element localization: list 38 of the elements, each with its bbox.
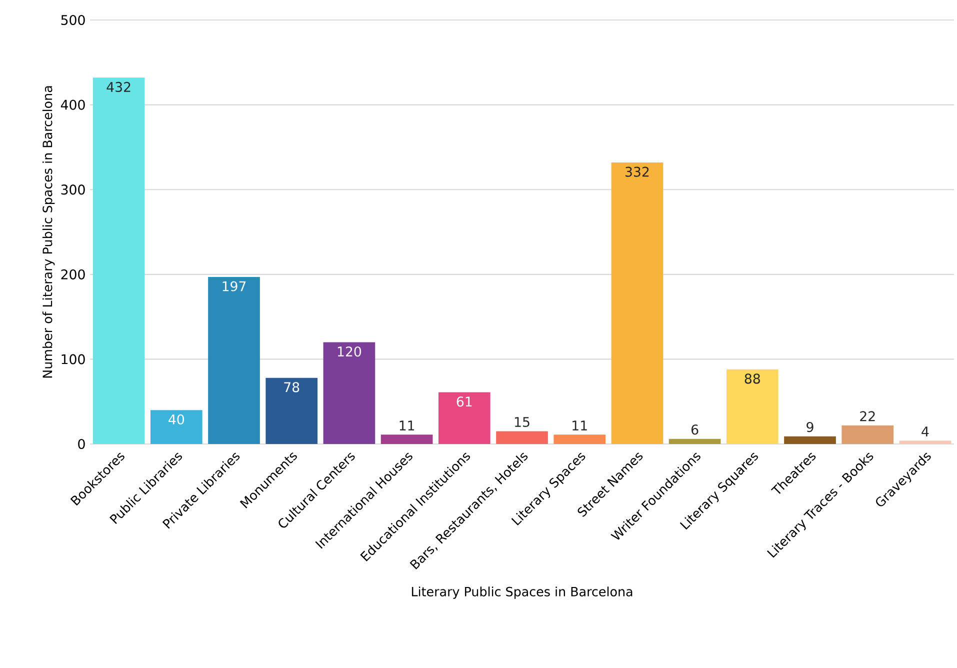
bar: [784, 436, 836, 444]
y-tick-label: 200: [61, 269, 85, 280]
data-label: 120: [338, 346, 362, 357]
data-label: 432: [106, 82, 130, 92]
data-label: 88: [744, 374, 760, 384]
bar: [323, 342, 376, 444]
y-tick-label: 0: [78, 438, 85, 450]
data-label: 15: [514, 417, 530, 428]
data-label: 197: [222, 281, 246, 292]
bar: [842, 425, 894, 444]
data-label: 11: [400, 420, 414, 430]
bar: [380, 434, 433, 444]
y-tick-label: 300: [61, 184, 85, 195]
bar: [668, 438, 721, 444]
bar: [150, 410, 202, 444]
bar: [266, 378, 318, 444]
y-tick-label: 500: [61, 14, 85, 26]
data-label: 78: [284, 382, 300, 392]
y-axis-title: Number of Literary Public Spaces in Barcelona: [42, 86, 55, 378]
bar: [899, 440, 952, 444]
y-tick-label: 400: [60, 100, 85, 110]
data-label: 332: [626, 166, 649, 177]
bar: [92, 78, 145, 444]
data-label: 9: [806, 422, 814, 432]
bar: [438, 392, 490, 444]
bar: [611, 162, 664, 444]
data-label: 40: [168, 414, 184, 424]
x-axis-title: Literary Public Spaces in Barcelona: [412, 586, 632, 599]
data-label: 6: [692, 424, 698, 435]
data-label: 11: [572, 420, 587, 430]
data-label: 61: [456, 396, 472, 407]
y-tick-label: 100: [62, 354, 85, 364]
data-label: 4: [922, 426, 929, 436]
bar: [496, 431, 548, 444]
bar: [208, 276, 260, 444]
bar: [554, 434, 606, 444]
bar: [726, 369, 778, 444]
data-label: 22: [860, 411, 875, 422]
